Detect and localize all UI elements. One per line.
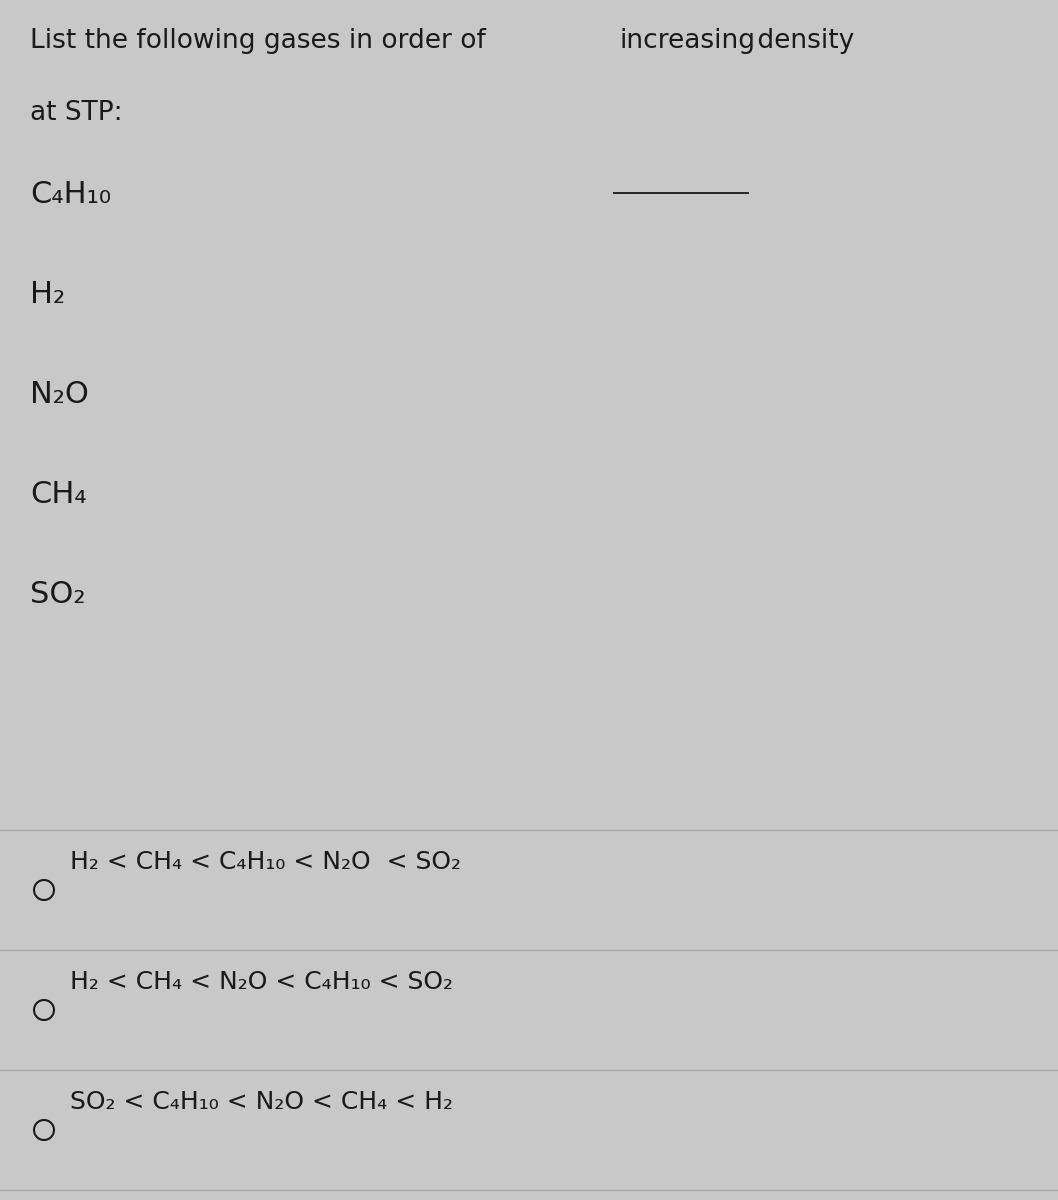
Text: SO₂ < C₄H₁₀ < N₂O < CH₄ < H₂: SO₂ < C₄H₁₀ < N₂O < CH₄ < H₂ — [70, 1090, 453, 1114]
Text: at STP:: at STP: — [30, 100, 123, 126]
Text: List the following gases in order of: List the following gases in order of — [30, 28, 494, 54]
Text: density: density — [749, 28, 854, 54]
Text: increasing: increasing — [620, 28, 755, 54]
Text: SO₂: SO₂ — [30, 580, 86, 608]
Text: H₂ < CH₄ < N₂O < C₄H₁₀ < SO₂: H₂ < CH₄ < N₂O < C₄H₁₀ < SO₂ — [70, 970, 453, 994]
Text: H₂ < CH₄ < C₄H₁₀ < N₂O  < SO₂: H₂ < CH₄ < C₄H₁₀ < N₂O < SO₂ — [70, 850, 461, 874]
Text: CH₄: CH₄ — [30, 480, 87, 509]
Text: H₂: H₂ — [30, 280, 66, 308]
Text: C₄H₁₀: C₄H₁₀ — [30, 180, 111, 209]
Text: N₂O: N₂O — [30, 380, 89, 409]
